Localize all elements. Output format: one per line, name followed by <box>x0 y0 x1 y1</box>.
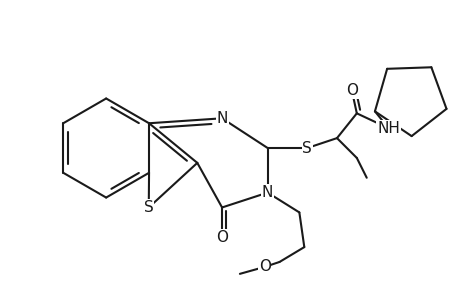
Text: N: N <box>216 111 227 126</box>
Text: O: O <box>216 230 228 245</box>
Text: N: N <box>261 185 273 200</box>
Text: S: S <box>302 140 312 155</box>
Text: NH: NH <box>376 121 399 136</box>
Text: S: S <box>144 200 153 215</box>
Text: O: O <box>345 83 357 98</box>
Text: O: O <box>258 260 270 274</box>
